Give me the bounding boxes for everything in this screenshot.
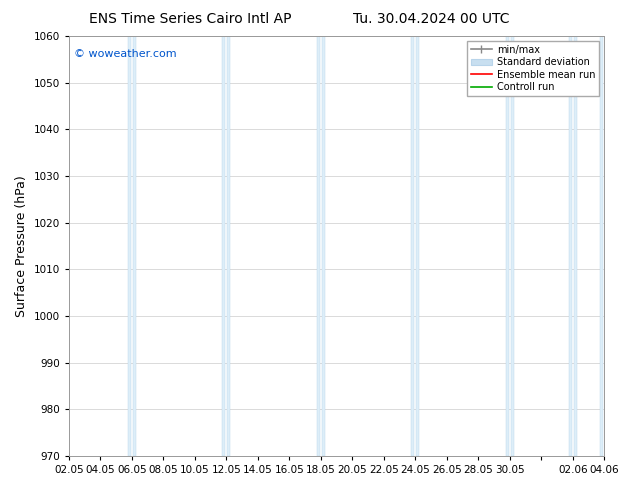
Text: © woweather.com: © woweather.com [74,49,177,59]
Bar [223,36,225,456]
Bar [506,36,508,456]
Bar [569,36,572,456]
Bar [322,36,325,456]
Bar [511,36,514,456]
Bar [411,36,414,456]
Text: ENS Time Series Cairo Intl AP: ENS Time Series Cairo Intl AP [89,12,292,26]
Bar [128,36,131,456]
Text: Tu. 30.04.2024 00 UTC: Tu. 30.04.2024 00 UTC [353,12,509,26]
Bar [133,36,136,456]
Bar [417,36,419,456]
Bar [228,36,230,456]
Y-axis label: Surface Pressure (hPa): Surface Pressure (hPa) [15,175,28,317]
Legend: min/max, Standard deviation, Ensemble mean run, Controll run: min/max, Standard deviation, Ensemble me… [467,41,599,96]
Bar [605,36,608,456]
Bar [574,36,577,456]
Bar [600,36,603,456]
Bar [317,36,320,456]
